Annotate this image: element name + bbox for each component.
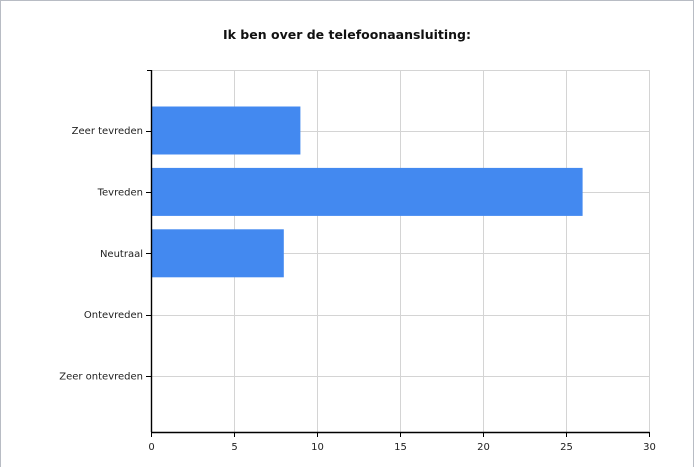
bar <box>151 229 284 278</box>
y-tick-label: Ontevreden <box>84 310 143 321</box>
y-tick-label: Zeer tevreden <box>72 126 143 137</box>
x-tick-label: 20 <box>477 442 490 453</box>
x-tick-label: 5 <box>231 442 237 453</box>
x-tick-label: 15 <box>394 442 407 453</box>
x-tick-label: 25 <box>560 442 573 453</box>
y-tick-label: Tevreden <box>97 187 143 198</box>
labels: 0 5 10 15 20 25 30 Zeer tevreden Tevreden Neutraa… <box>59 126 656 453</box>
axes <box>146 70 650 437</box>
bars <box>151 106 583 278</box>
bar <box>151 106 301 155</box>
x-tick-label: 30 <box>643 442 656 453</box>
y-tick-label: Zeer ontevreden <box>59 372 143 383</box>
x-tick-label: 0 <box>148 442 154 453</box>
chart-title: Ik ben over de telefoonaansluiting: <box>222 27 471 42</box>
bar <box>151 167 583 216</box>
x-tick-label: 10 <box>311 442 324 453</box>
y-tick-label: Neutraal <box>100 249 143 260</box>
